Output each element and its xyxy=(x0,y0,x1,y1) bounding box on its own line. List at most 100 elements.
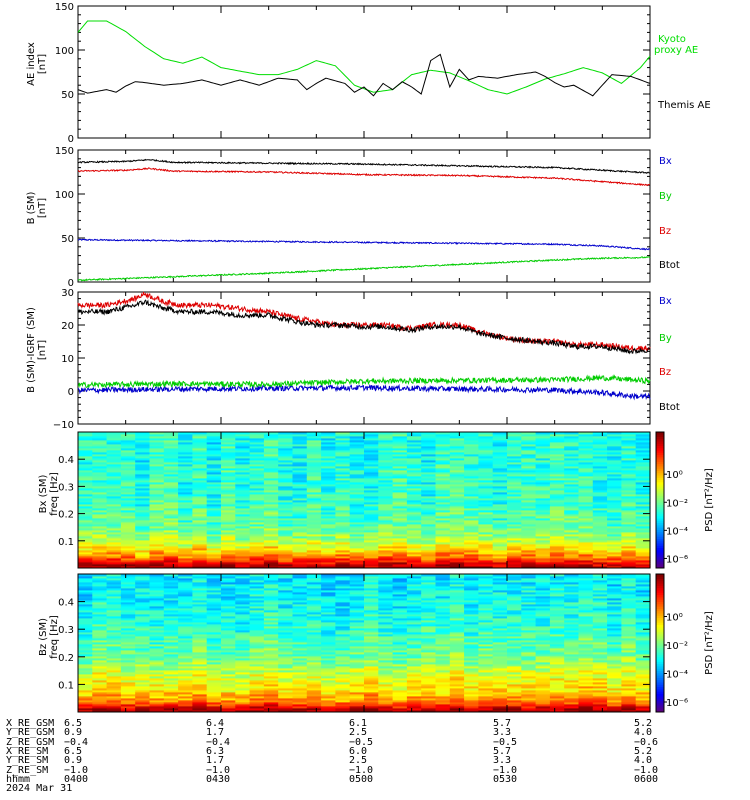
spectrogram-cell xyxy=(306,592,322,595)
spectrogram-cell xyxy=(392,642,408,645)
spectrogram-cell xyxy=(106,494,122,497)
spectrogram-cell xyxy=(221,594,236,597)
spectrogram-cell xyxy=(507,492,522,495)
spectrogram-cell xyxy=(278,688,294,691)
spectrogram-cell xyxy=(507,480,522,483)
spectrogram-cell xyxy=(92,626,108,629)
spectrogram-cell xyxy=(92,594,108,597)
colorbar-segment xyxy=(656,475,664,478)
spectrogram-cell xyxy=(578,446,594,449)
spectrogram-cell xyxy=(392,468,408,471)
spectrogram-cell xyxy=(449,600,465,603)
spectrogram-cell xyxy=(221,658,236,661)
spectrogram-cell xyxy=(278,464,294,467)
spectrogram-cell xyxy=(192,686,208,689)
spectrogram-cell xyxy=(135,552,151,555)
spectrogram-cell xyxy=(206,556,222,559)
spectrogram-cell xyxy=(478,502,494,505)
spectrogram-cell xyxy=(249,464,265,467)
spectrogram-cell xyxy=(306,526,322,529)
spectrogram-cell xyxy=(306,448,322,451)
spectrogram-cell xyxy=(92,472,108,475)
spectrogram-cell xyxy=(292,612,308,615)
spectrogram-cell xyxy=(178,448,193,451)
spectrogram-cell xyxy=(578,468,594,471)
spectrogram-cell xyxy=(206,698,222,701)
spectrogram-cell xyxy=(292,652,308,655)
spectrogram-cell xyxy=(535,486,551,489)
spectrogram-cell xyxy=(607,530,622,533)
spectrogram-cell xyxy=(435,546,451,549)
spectrogram-cell xyxy=(163,524,179,527)
spectrogram-cell xyxy=(335,434,351,437)
spectrogram-cell xyxy=(249,672,265,675)
spectrogram-cell xyxy=(163,506,179,509)
spectrogram-cell xyxy=(149,680,165,683)
spectrogram-cell xyxy=(492,478,508,481)
spectrogram-cell xyxy=(507,462,522,465)
spectrogram-cell xyxy=(92,434,108,437)
spectrogram-cell xyxy=(106,556,122,559)
spectrogram-cell xyxy=(392,566,408,569)
spectrogram-cell xyxy=(392,644,408,647)
spectrogram-cell xyxy=(249,462,265,465)
spectrogram-cell xyxy=(178,652,193,655)
spectrogram-cell xyxy=(478,462,494,465)
spectrogram-cell xyxy=(378,690,394,693)
spectrogram-cell xyxy=(364,640,379,643)
spectrogram-cell xyxy=(507,540,522,543)
spectrogram-cell xyxy=(306,614,322,617)
y-tick-label: 30 xyxy=(61,288,74,299)
spectrogram-cell xyxy=(578,504,594,507)
spectrogram-cell xyxy=(206,692,222,695)
spectrogram-cell xyxy=(449,706,465,709)
spectrogram-cell xyxy=(521,476,537,479)
spectrogram-cell xyxy=(221,458,236,461)
spectrogram-cell xyxy=(206,516,222,519)
spectrogram-cell xyxy=(449,588,465,591)
spectrogram-cell xyxy=(235,510,251,513)
spectrogram-cell xyxy=(235,536,251,539)
spectrogram-cell xyxy=(349,438,365,441)
spectrogram-cell xyxy=(321,438,336,441)
spectrogram-cell xyxy=(406,522,422,525)
spectrogram-cell xyxy=(421,616,437,619)
spectrogram-cell xyxy=(349,490,365,493)
spectrogram-cell xyxy=(392,554,408,557)
spectrogram-cell xyxy=(464,438,479,441)
spectrogram-cell xyxy=(192,612,208,615)
spectrogram-cell xyxy=(621,492,637,495)
spectrogram-cell xyxy=(135,500,151,503)
spectrogram-cell xyxy=(92,684,108,687)
spectrogram-cell xyxy=(621,450,637,453)
spectrogram-cell xyxy=(206,518,222,521)
spectrogram-cell xyxy=(449,634,465,637)
spectrogram-cell xyxy=(106,610,122,613)
spectrogram-cell xyxy=(106,586,122,589)
spectrogram-cell xyxy=(364,484,379,487)
spectrogram-cell xyxy=(221,580,236,583)
spectrogram-cell xyxy=(392,446,408,449)
spectrogram-cell xyxy=(435,522,451,525)
spectrogram-cell xyxy=(178,636,193,639)
spectrogram-cell xyxy=(149,580,165,583)
spectrogram-cell xyxy=(364,522,379,525)
spectrogram-cell xyxy=(78,444,93,447)
spectrogram-cell xyxy=(178,656,193,659)
spectrogram-cell xyxy=(321,700,336,703)
spectrogram-cell xyxy=(464,432,479,435)
spectrogram-cell xyxy=(206,618,222,621)
spectrogram-cell xyxy=(592,532,608,535)
spectrogram-cell xyxy=(321,538,336,541)
spectrogram-cell xyxy=(492,506,508,509)
spectrogram-cell xyxy=(78,678,93,681)
spectrogram-cell xyxy=(564,488,580,491)
spectrogram-cell xyxy=(449,632,465,635)
spectrogram-cells xyxy=(78,574,651,713)
spectrogram-cell xyxy=(120,614,136,617)
spectrogram-cell xyxy=(364,456,379,459)
spectrogram-cell xyxy=(378,480,394,483)
spectrogram-cell xyxy=(449,494,465,497)
spectrogram-cell xyxy=(349,588,365,591)
spectrogram-cell xyxy=(607,550,622,553)
